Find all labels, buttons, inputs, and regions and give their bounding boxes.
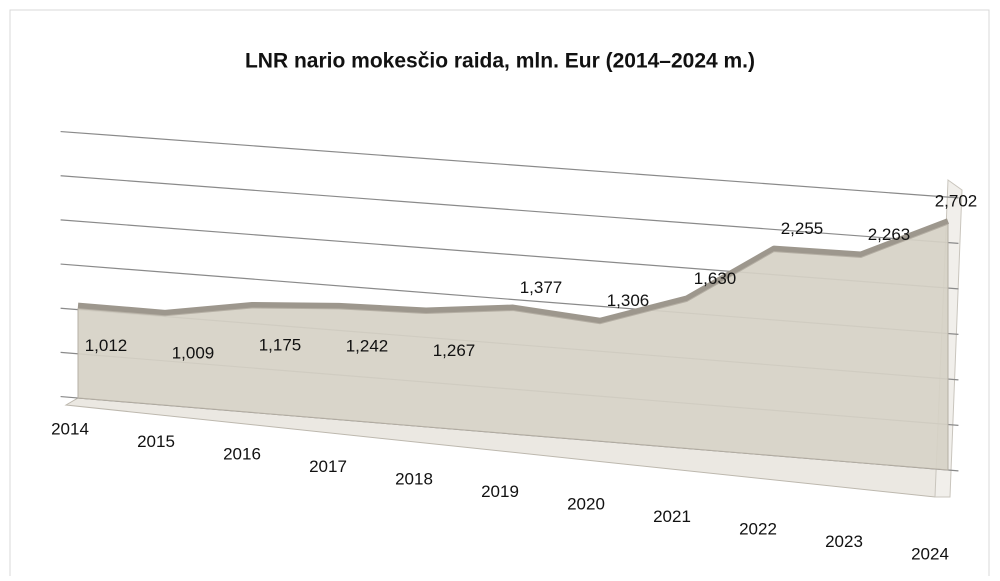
- grid-line: [60, 130, 959, 199]
- chart-title: LNR nario mokesčio raida, mln. Eur (2014…: [245, 50, 755, 73]
- area: [77, 223, 949, 471]
- data-label: 1,009: [172, 343, 215, 362]
- data-label: 1,306: [607, 291, 650, 310]
- x-tick-label: 2024: [911, 544, 949, 563]
- data-label: 1,242: [346, 336, 389, 355]
- x-tick-label: 2014: [51, 419, 89, 438]
- area-edge: [77, 218, 950, 324]
- x-tick-label: 2019: [481, 482, 519, 501]
- x-tick-label: 2015: [137, 432, 175, 451]
- data-label: 2,263: [868, 225, 911, 244]
- x-tick-label: 2020: [567, 494, 605, 513]
- data-label: 1,377: [520, 278, 563, 297]
- x-tick-label: 2022: [739, 519, 777, 538]
- x-tick-label: 2016: [223, 444, 261, 463]
- x-tick-label: 2017: [309, 457, 347, 476]
- x-tick-label: 2018: [395, 469, 433, 488]
- data-label: 1,267: [433, 341, 476, 360]
- data-label: 1,175: [259, 335, 302, 354]
- data-label: 2,255: [781, 219, 824, 238]
- data-label: 1,630: [694, 269, 737, 288]
- x-tick-label: 2023: [825, 532, 863, 551]
- data-label: 2,702: [935, 192, 978, 211]
- grid-line: [60, 175, 959, 244]
- data-label: 1,012: [85, 336, 128, 355]
- x-tick-label: 2021: [653, 507, 691, 526]
